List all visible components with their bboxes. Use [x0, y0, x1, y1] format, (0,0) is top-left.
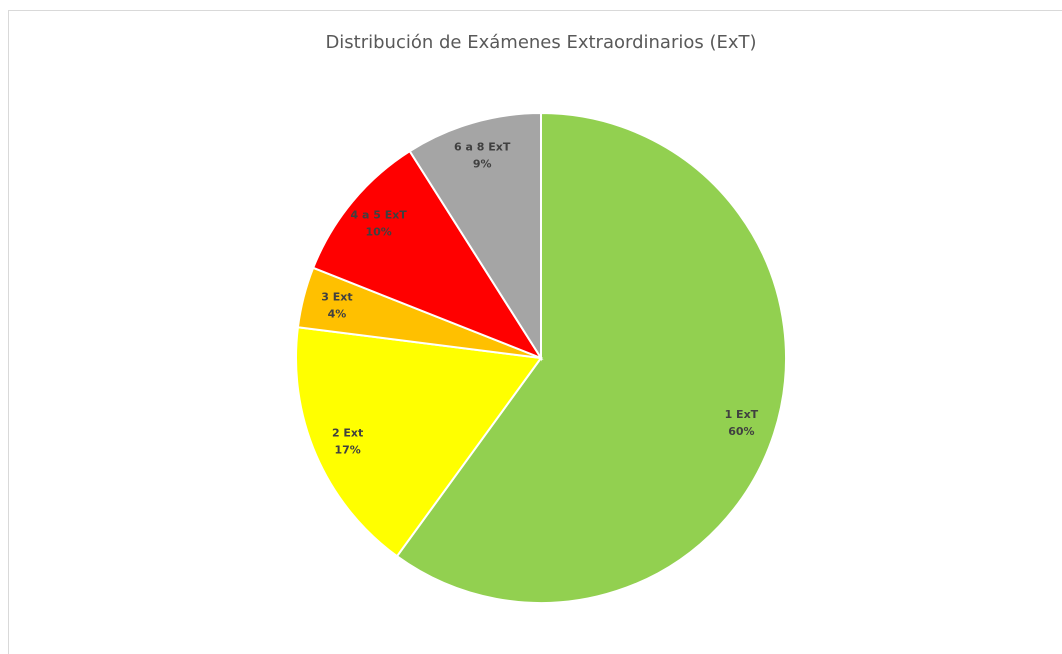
slice-value-label: 17%	[334, 444, 360, 457]
pie-slice	[408, 111, 542, 362]
slice-label: 3 Ext	[321, 291, 352, 304]
slice-label: 2 Ext	[332, 427, 363, 440]
chart-title: Distribución de Exámenes Extraordinarios…	[325, 32, 756, 53]
slice-label: 4 a 5 ExT	[350, 209, 407, 222]
slice-value-label: 9%	[473, 158, 492, 171]
slice-label: 6 a 8 ExT	[454, 141, 511, 154]
slice-value-label: 10%	[365, 226, 391, 239]
slice-label: 1 ExT	[725, 408, 759, 421]
pie-slice	[395, 111, 787, 604]
slice-value-label: 60%	[728, 425, 754, 438]
pie-slice	[295, 326, 543, 558]
slice-value-label: 4%	[328, 308, 347, 321]
pie-slice	[311, 149, 544, 361]
